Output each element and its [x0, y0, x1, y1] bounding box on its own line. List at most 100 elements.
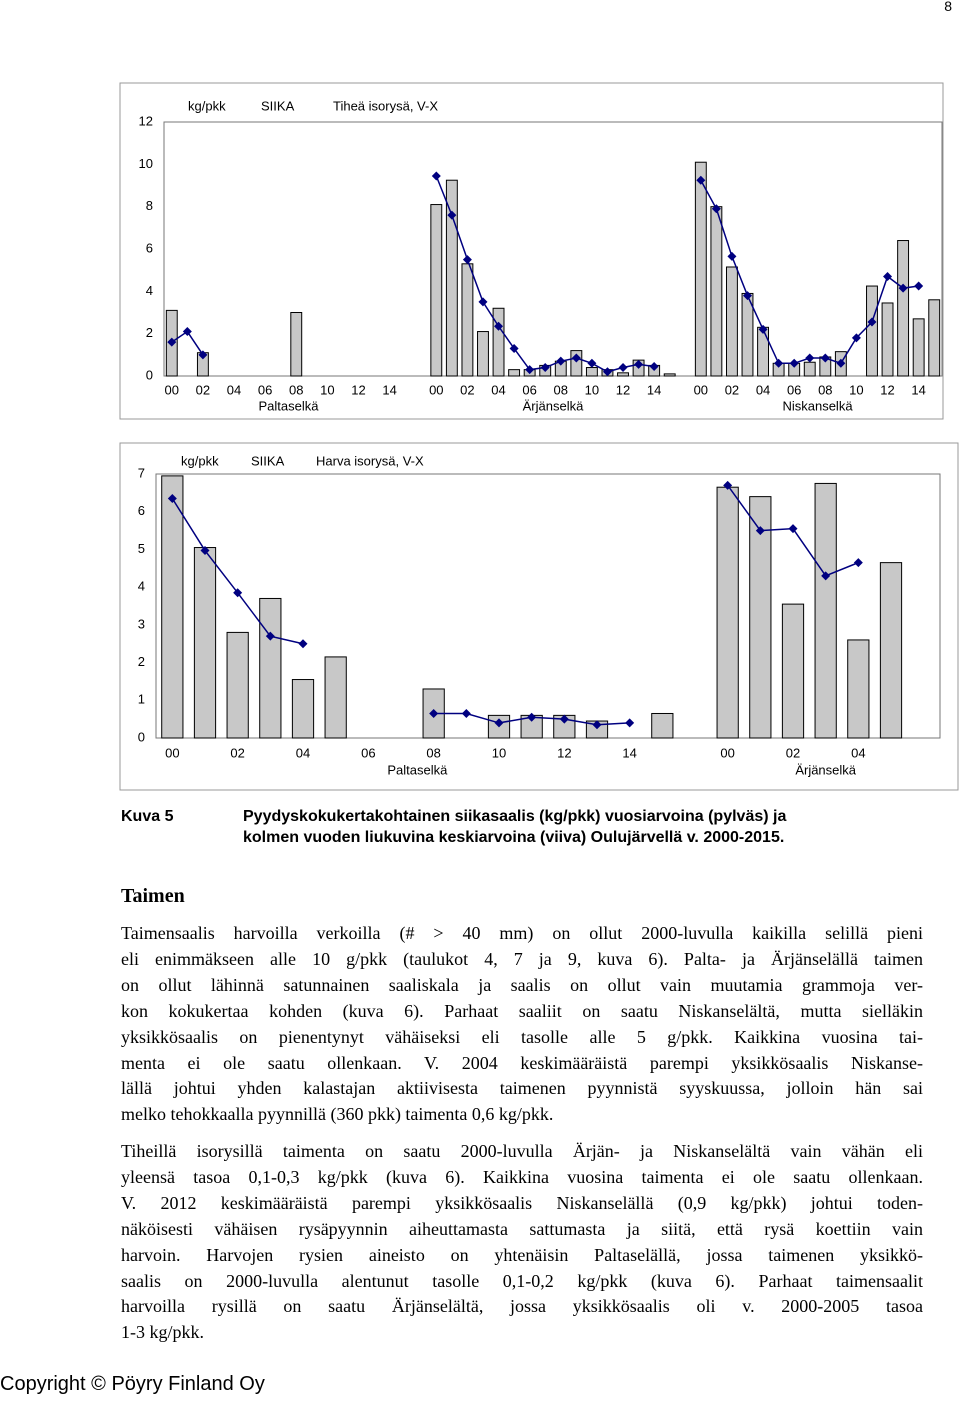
bar [725, 266, 738, 377]
bar [508, 369, 521, 377]
bar [866, 285, 878, 377]
line-marker [494, 718, 504, 728]
y-tick-label: 6 [138, 503, 145, 518]
x-tick-label: 08 [554, 382, 568, 397]
line-marker [805, 353, 815, 363]
paragraph-line: harvoilla rysillä on saatu Ärjänselältä,… [121, 1296, 923, 1317]
x-tick-label: 00 [720, 745, 734, 760]
caption-label: Kuva 5 [121, 808, 174, 825]
line-marker [727, 251, 737, 261]
y-tick-label: 4 [146, 283, 153, 298]
line-marker [447, 210, 457, 220]
y-tick-label: 0 [138, 729, 145, 744]
line-marker [821, 571, 831, 581]
bar [749, 496, 772, 739]
line-marker [429, 708, 439, 718]
x-tick-label: 12 [351, 382, 365, 397]
bar [663, 373, 676, 377]
paragraph-line: Taimensaalis harvoilla verkoilla (# > 40… [121, 923, 923, 943]
line-marker [167, 337, 177, 347]
bar [694, 161, 707, 377]
bar [290, 312, 303, 377]
group-label: Paltaselkä [258, 398, 319, 413]
line-marker [853, 558, 863, 568]
line-marker [883, 272, 893, 282]
x-tick-label: 10 [320, 382, 334, 397]
x-tick-label: 10 [849, 382, 863, 397]
bar [847, 639, 870, 739]
x-tick-label: 10 [585, 382, 599, 397]
line-marker [755, 526, 765, 536]
paragraph-line: näköisesti vähäisen rysäpyynnin aiheutta… [121, 1218, 923, 1239]
line-marker [743, 291, 752, 301]
x-tick-label: 00 [165, 745, 179, 760]
paragraph-line: saalis on 2000-luvulla alentunut tasolle… [121, 1270, 923, 1291]
x-tick-label: 04 [296, 745, 310, 760]
line-marker [820, 353, 830, 363]
line-marker [592, 720, 602, 730]
line-marker [540, 363, 550, 373]
x-tick-label: 00 [165, 382, 179, 397]
line-marker [587, 358, 597, 368]
bar [879, 562, 903, 739]
y-tick-label: 8 [146, 198, 153, 213]
line-marker [851, 333, 861, 343]
group-label: Paltaselkä [387, 762, 448, 777]
chart-title: Tiheä isorysä, V-X [333, 98, 438, 113]
caption-line: Pyydyskokukertakohtainen siikasaalis (kg… [243, 808, 787, 825]
line-marker [898, 283, 908, 293]
line-marker [527, 712, 537, 722]
line-marker [198, 350, 208, 360]
x-tick-label: 02 [196, 382, 210, 397]
group-label: Niskanselkä [782, 398, 853, 413]
paragraph-line: lällä johtui yhden kalastajan aktiivises… [121, 1078, 923, 1099]
plot-frame [155, 473, 941, 739]
chart-title: SIIKA [261, 98, 295, 113]
paragraph-line: 1-3 kg/pkk. [121, 1322, 204, 1343]
y-tick-label: 3 [138, 616, 145, 631]
line-marker [431, 171, 441, 181]
bar [803, 361, 816, 377]
bar [226, 631, 249, 739]
bar [585, 367, 598, 377]
x-tick-label: 06 [522, 382, 536, 397]
paragraph-line: eli enimmäkseen alle 10 g/pkk (taulukot … [121, 948, 923, 969]
bar [617, 372, 629, 377]
section-heading: Taimen [121, 885, 185, 907]
y-tick-label: 2 [138, 654, 145, 669]
chart-title: kg/pkk [188, 98, 226, 113]
caption-line: kolmen vuoden liukuvina keskiarvoina (vi… [243, 829, 785, 846]
footer: Copyright © Pöyry Finland Oy [0, 1373, 265, 1395]
x-tick-label: 08 [818, 382, 832, 397]
bar [741, 292, 754, 377]
plot-frame [163, 121, 943, 377]
bar [716, 486, 739, 739]
x-tick-label: 04 [227, 382, 241, 397]
x-tick-label: 12 [880, 382, 894, 397]
line-marker [182, 327, 192, 337]
x-tick-label: 02 [786, 745, 800, 760]
x-tick-label: 08 [426, 745, 440, 760]
bar [781, 603, 805, 739]
paragraph-line: kon kokukertaa kohden (kuva 6). Parhaat … [121, 1000, 923, 1021]
bar [651, 712, 674, 739]
line-marker [789, 358, 799, 368]
y-tick-label: 5 [138, 541, 145, 556]
line-marker [556, 356, 566, 366]
bar [291, 679, 315, 739]
y-tick-label: 7 [138, 465, 145, 480]
line-marker [774, 358, 784, 368]
line-marker [233, 588, 243, 598]
line-marker [649, 361, 659, 371]
line-marker [265, 631, 275, 641]
x-tick-label: 02 [460, 382, 474, 397]
line-marker [509, 343, 519, 353]
group-label: Ärjänselkä [523, 398, 584, 413]
bar [445, 179, 458, 377]
x-tick-label: 12 [616, 382, 630, 397]
x-tick-label: 14 [382, 382, 396, 397]
bar [324, 656, 347, 739]
bar [928, 299, 941, 377]
line-marker [625, 718, 635, 728]
